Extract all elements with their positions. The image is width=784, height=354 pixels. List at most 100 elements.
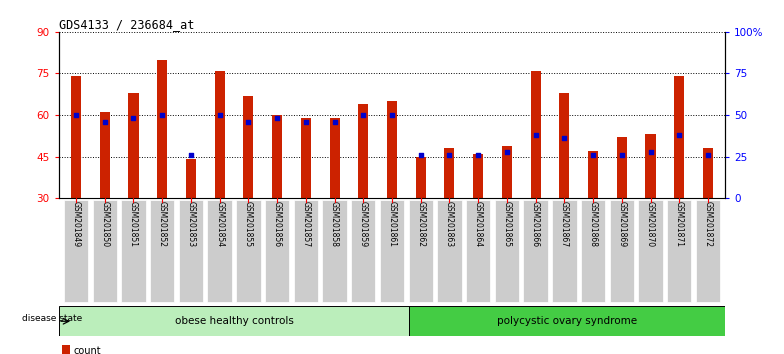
Bar — [150, 200, 174, 302]
Point — [702, 152, 714, 158]
Bar — [445, 148, 455, 198]
Bar — [301, 118, 310, 198]
Bar — [186, 159, 196, 198]
Bar — [329, 118, 339, 198]
Text: count: count — [74, 346, 101, 354]
Bar — [645, 135, 655, 198]
Text: GDS4133 / 236684_at: GDS4133 / 236684_at — [59, 18, 194, 31]
Text: GSM201858: GSM201858 — [330, 201, 339, 247]
Text: obese healthy controls: obese healthy controls — [175, 316, 293, 326]
Bar — [379, 200, 405, 302]
Point — [299, 119, 312, 125]
Point — [328, 119, 341, 125]
Bar — [208, 200, 232, 302]
Text: GSM201856: GSM201856 — [273, 201, 281, 247]
Bar — [157, 59, 167, 198]
Text: GSM201871: GSM201871 — [675, 201, 684, 247]
Text: GSM201868: GSM201868 — [589, 201, 597, 247]
Bar — [129, 93, 139, 198]
Bar — [581, 200, 605, 302]
Bar — [617, 137, 627, 198]
Point — [270, 115, 283, 121]
Bar — [62, 344, 71, 354]
Point — [386, 112, 398, 118]
Point — [185, 152, 198, 158]
Text: GSM201864: GSM201864 — [474, 201, 483, 247]
Text: GSM201863: GSM201863 — [445, 201, 454, 247]
Bar — [524, 200, 548, 302]
Text: disease state: disease state — [22, 314, 82, 323]
Text: GSM201851: GSM201851 — [129, 201, 138, 247]
Point — [213, 112, 226, 118]
Bar — [552, 200, 576, 302]
Text: GSM201862: GSM201862 — [416, 201, 425, 247]
Bar — [64, 200, 89, 302]
Bar — [466, 200, 490, 302]
Text: GSM201857: GSM201857 — [301, 201, 310, 247]
Point — [501, 149, 514, 154]
Bar — [236, 200, 260, 302]
Bar — [100, 112, 110, 198]
Text: GSM201849: GSM201849 — [71, 201, 81, 247]
Bar — [294, 200, 318, 302]
Bar — [559, 93, 569, 198]
Point — [558, 136, 571, 141]
Text: GSM201853: GSM201853 — [187, 201, 195, 247]
Bar — [408, 200, 433, 302]
Point — [644, 149, 657, 154]
Bar — [322, 200, 347, 302]
Text: GSM201859: GSM201859 — [359, 201, 368, 247]
Point — [615, 152, 628, 158]
Bar — [495, 200, 519, 302]
Bar — [409, 306, 725, 336]
Bar — [437, 200, 462, 302]
Point — [127, 115, 140, 121]
Bar — [531, 71, 541, 198]
Bar — [71, 76, 81, 198]
Point — [472, 152, 485, 158]
Bar — [474, 154, 483, 198]
Point — [529, 132, 542, 138]
Bar — [243, 96, 253, 198]
Point — [99, 119, 111, 125]
Bar — [93, 200, 117, 302]
Text: GSM201872: GSM201872 — [703, 201, 713, 247]
Bar — [610, 200, 634, 302]
Point — [415, 152, 427, 158]
Text: GSM201852: GSM201852 — [158, 201, 167, 247]
Text: GSM201850: GSM201850 — [100, 201, 109, 247]
Point — [357, 112, 369, 118]
Bar — [179, 200, 203, 302]
Bar — [674, 76, 684, 198]
Bar — [59, 306, 409, 336]
Point — [242, 119, 255, 125]
Bar — [703, 148, 713, 198]
Point — [673, 132, 685, 138]
Point — [70, 112, 82, 118]
Bar — [215, 71, 225, 198]
Bar — [265, 200, 289, 302]
Bar — [667, 200, 691, 302]
Text: GSM201869: GSM201869 — [617, 201, 626, 247]
Bar — [387, 101, 397, 198]
Bar — [358, 104, 368, 198]
Text: GSM201867: GSM201867 — [560, 201, 569, 247]
Text: GSM201855: GSM201855 — [244, 201, 253, 247]
Text: polycystic ovary syndrome: polycystic ovary syndrome — [497, 316, 637, 326]
Bar — [272, 115, 282, 198]
Bar — [351, 200, 376, 302]
Bar — [638, 200, 662, 302]
Bar — [588, 151, 598, 198]
Bar — [122, 200, 146, 302]
Text: GSM201854: GSM201854 — [215, 201, 224, 247]
Text: GSM201870: GSM201870 — [646, 201, 655, 247]
Point — [156, 112, 169, 118]
Text: GSM201866: GSM201866 — [531, 201, 540, 247]
Text: GSM201865: GSM201865 — [503, 201, 511, 247]
Bar — [695, 200, 720, 302]
Bar — [502, 145, 512, 198]
Text: GSM201861: GSM201861 — [387, 201, 397, 247]
Point — [586, 152, 599, 158]
Point — [443, 152, 456, 158]
Bar — [416, 156, 426, 198]
